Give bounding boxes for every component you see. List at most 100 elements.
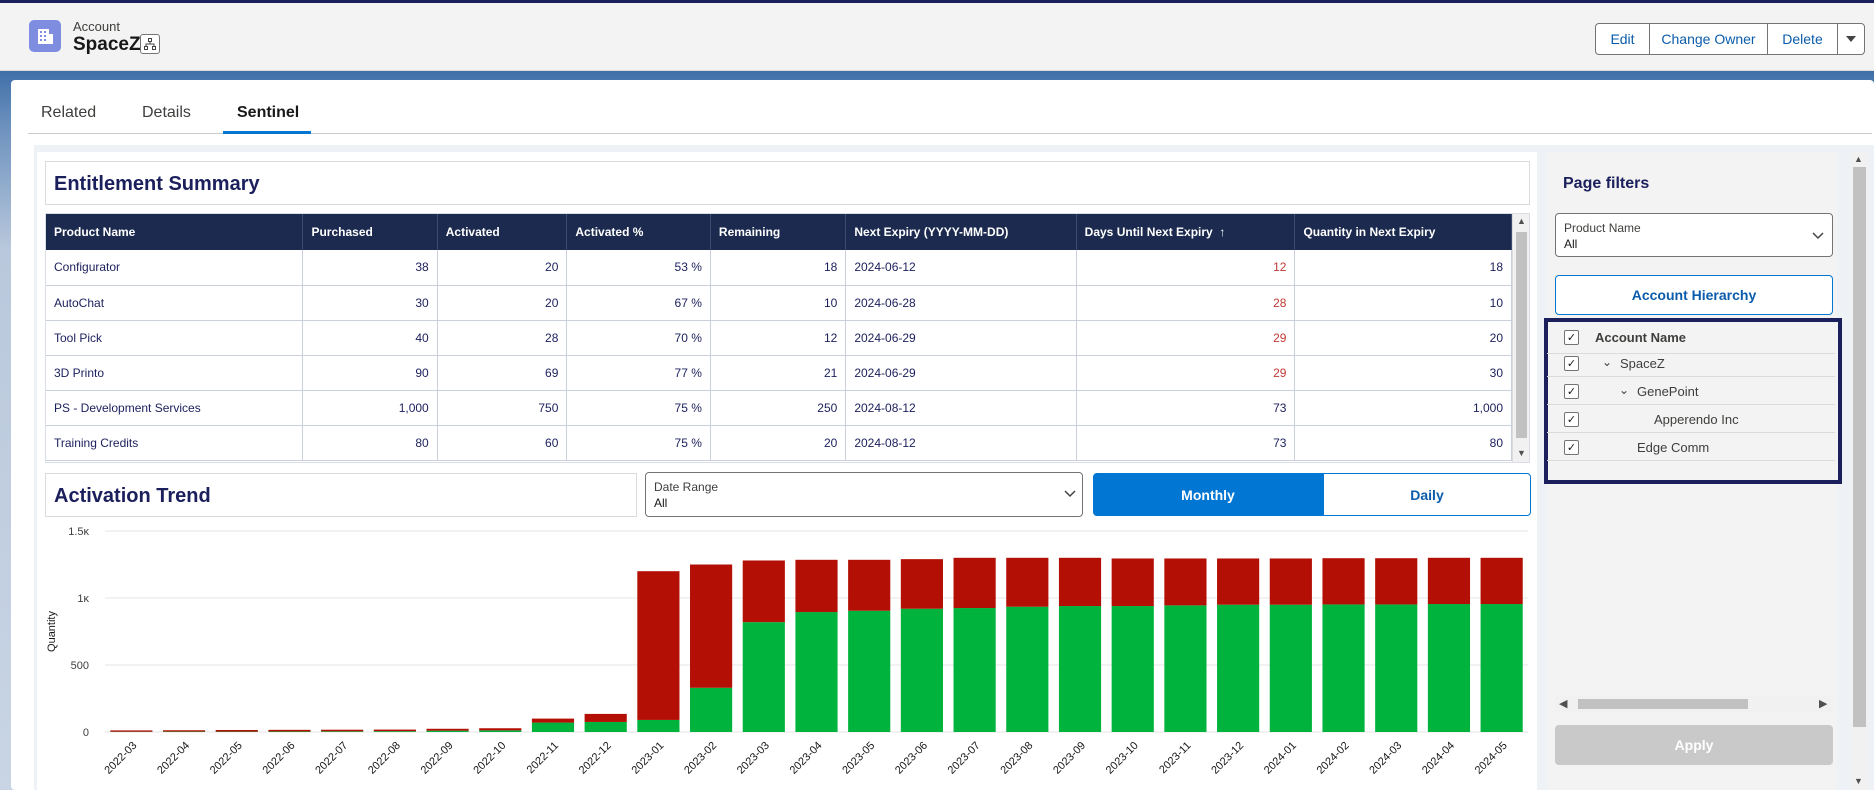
expand-chevron-icon[interactable]: ⌄ (1602, 355, 1613, 369)
table-cell: 80 (302, 425, 438, 461)
x-tick-label: 2023-12 (1209, 740, 1246, 777)
table-cell: 750 (437, 390, 568, 426)
x-tick-label: 2023-05 (840, 740, 877, 777)
apply-button[interactable]: Apply (1555, 725, 1833, 765)
account-hierarchy-button[interactable]: Account Hierarchy (1555, 275, 1833, 315)
bar-segment (953, 557, 996, 609)
tab-sentinel[interactable]: Sentinel (237, 104, 300, 121)
column-header-label: Days Until Next Expiry (1084, 225, 1213, 239)
date-range-select[interactable]: Date Range All (645, 472, 1083, 517)
column-header[interactable]: Remaining (710, 214, 847, 250)
scroll-up-icon[interactable]: ▲ (1854, 154, 1863, 164)
account-checkbox[interactable]: ✓ (1564, 356, 1579, 371)
x-tick-label: 2024-02 (1315, 740, 1352, 777)
scrollbar-thumb[interactable] (1578, 699, 1748, 709)
table-row: AutoChat 30 20 67 % 10 2024-06-28 28 10 (46, 285, 1512, 321)
table-cell: 40 (302, 320, 438, 356)
tab-related[interactable]: Related (41, 104, 97, 121)
bar-segment (321, 729, 364, 732)
x-tick-label: 2023-02 (682, 740, 719, 777)
product-name-label: Product Name (1564, 221, 1641, 235)
record-name: SpaceZ (73, 34, 141, 55)
caret-down-icon (1846, 36, 1856, 42)
table-cell: 20 (710, 425, 847, 461)
scroll-up-icon[interactable]: ▲ (1517, 216, 1526, 226)
table-header-row: Product Name Purchased Activated Activat… (46, 214, 1512, 250)
tree-row[interactable]: ✓ ⌄ SpaceZ (1547, 349, 1835, 377)
change-owner-button[interactable]: Change Owner (1649, 23, 1768, 55)
table-cell: 1,000 (1294, 390, 1512, 426)
expand-chevron-icon[interactable]: ⌄ (1619, 383, 1630, 397)
bar-segment (426, 728, 469, 731)
delete-button[interactable]: Delete (1767, 23, 1838, 55)
table-cell: 60 (437, 425, 568, 461)
column-header[interactable]: Next Expiry (YYYY-MM-DD) (845, 214, 1077, 250)
account-checkbox[interactable]: ✓ (1564, 440, 1579, 455)
column-header[interactable]: Quantity in Next Expiry (1294, 214, 1512, 250)
select-all-checkbox[interactable]: ✓ (1564, 330, 1579, 345)
column-header[interactable]: Activated % (566, 214, 711, 250)
column-header[interactable]: Purchased (302, 214, 438, 250)
monthly-toggle-button[interactable]: Monthly (1093, 473, 1323, 516)
x-tick-label: 2022-12 (577, 740, 614, 777)
table-cell: 2024-08-12 (845, 390, 1077, 426)
account-checkbox[interactable]: ✓ (1564, 384, 1579, 399)
table-cell: 70 % (566, 320, 711, 356)
tree-node-label: GenePoint (1637, 384, 1699, 399)
bar-segment (1217, 604, 1260, 732)
bar-segment (900, 608, 943, 732)
bar-segment (1269, 604, 1312, 732)
x-tick-label: 2022-04 (155, 740, 192, 777)
tree-horizontal-scrollbar[interactable]: ◀ ▶ (1555, 696, 1833, 712)
bar-segment (531, 718, 575, 723)
bar-segment (1058, 606, 1102, 732)
table-cell: 75 % (566, 425, 711, 461)
table-cell: 20 (1294, 320, 1512, 356)
record-tabs: Related Details Sentinel (28, 94, 1872, 134)
column-header[interactable]: Activated (437, 214, 568, 250)
column-header[interactable]: Product Name (46, 214, 304, 250)
bar-segment (848, 610, 891, 732)
scroll-down-icon[interactable]: ▼ (1854, 776, 1863, 786)
tree-row[interactable]: ✓ Apperendo Inc (1547, 405, 1835, 433)
scroll-down-icon[interactable]: ▼ (1517, 448, 1526, 458)
top-border (0, 0, 1874, 3)
more-actions-button[interactable] (1837, 23, 1865, 55)
scrollbar-thumb[interactable] (1853, 167, 1866, 727)
table-scrollbar[interactable]: ▲ ▼ (1512, 214, 1529, 462)
table-cell: 28 (1076, 285, 1296, 321)
sentinel-scrollbar[interactable]: ▲ ▼ (1851, 152, 1868, 790)
column-header-sorted[interactable]: Days Until Next Expiry ↑ (1076, 214, 1296, 250)
edit-button[interactable]: Edit (1595, 23, 1650, 55)
x-tick-label: 2023-03 (735, 740, 772, 777)
date-range-value: All (654, 496, 668, 510)
table-cell: 3D Printo (46, 355, 304, 391)
bar-segment (584, 721, 627, 732)
table-cell: 20 (437, 285, 568, 321)
view-hierarchy-button[interactable] (140, 34, 160, 54)
bar-segment (637, 571, 680, 720)
bar-segment (531, 722, 575, 732)
x-tick-label: 2022-06 (261, 740, 298, 777)
tab-details[interactable]: Details (142, 104, 191, 121)
bar-segment (1322, 604, 1365, 732)
activation-trend-chart: 0 500 1κ 1.5κ Quantity 2022-03 2022-04 2022-05 2… (46, 526, 1528, 777)
chevron-down-icon (1064, 490, 1076, 498)
bar-segment (373, 731, 416, 732)
table-cell: Tool Pick (46, 320, 304, 356)
scroll-right-icon[interactable]: ▶ (1819, 698, 1828, 710)
date-range-label: Date Range (654, 480, 719, 494)
entitlement-table: Product Name Purchased Activated Activat… (46, 214, 1512, 461)
x-tick-label: 2022-11 (525, 740, 561, 776)
table-cell: 73 (1076, 390, 1296, 426)
x-tick-label: 2022-03 (102, 740, 139, 777)
daily-toggle-button[interactable]: Daily (1323, 473, 1531, 516)
account-checkbox[interactable]: ✓ (1564, 412, 1579, 427)
tree-row[interactable]: ✓ Edge Comm (1547, 433, 1835, 461)
bar-segment (690, 564, 733, 688)
scrollbar-thumb[interactable] (1516, 232, 1527, 438)
scroll-left-icon[interactable]: ◀ (1559, 698, 1568, 710)
tree-header-row: ✓ Account Name (1547, 321, 1835, 354)
product-name-select[interactable]: Product Name All (1555, 213, 1833, 257)
tree-row[interactable]: ✓ ⌄ GenePoint (1547, 377, 1835, 405)
